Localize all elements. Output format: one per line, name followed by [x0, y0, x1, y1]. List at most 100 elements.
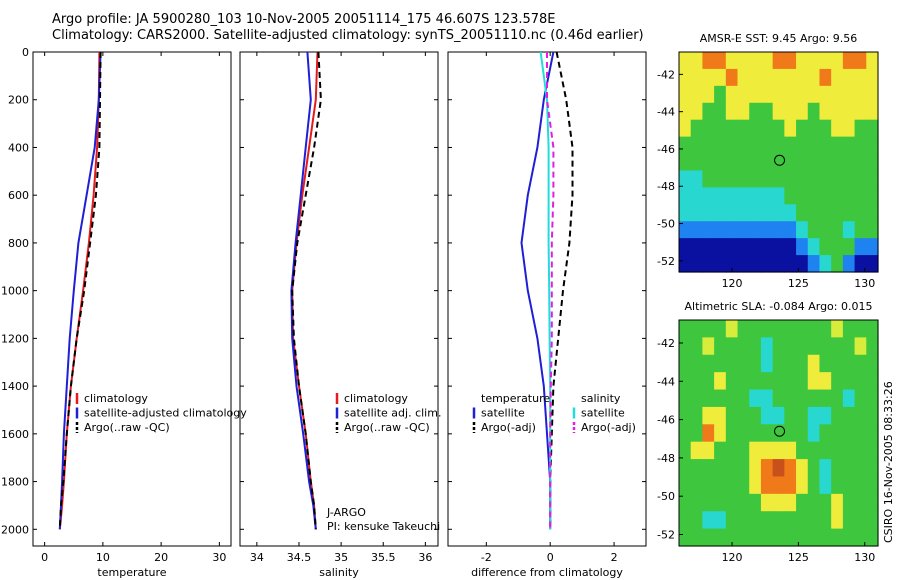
heatmap-cell: [714, 511, 727, 530]
legend-entry: satellite: [481, 407, 525, 420]
heatmap-cell: [772, 389, 785, 408]
heatmap-cell: [831, 528, 844, 547]
heatmap-cell: [784, 320, 797, 338]
heatmap-cell: [796, 85, 809, 104]
heatmap-cell: [842, 52, 856, 70]
heatmap-cell: [866, 187, 879, 205]
heatmap-cell: [702, 406, 715, 425]
heatmap-cell: [702, 372, 715, 391]
heatmap-cell: [854, 238, 867, 256]
heatmap-cell: [725, 85, 739, 104]
x-tick-label: 35: [334, 551, 348, 564]
heatmap-cell: [831, 320, 844, 338]
heatmap-cell: [784, 476, 797, 495]
heatmap-cell: [854, 424, 867, 443]
heatmap-cell: [796, 170, 809, 188]
heatmap-cell: [784, 153, 797, 172]
heatmap-cell: [784, 187, 797, 205]
heatmap-cell: [725, 119, 739, 138]
heatmap-cell: [679, 424, 692, 443]
heatmap-cell: [760, 320, 774, 338]
heatmap-cell: [725, 102, 739, 121]
heatmap-cell: [714, 68, 727, 87]
heatmap-cell: [702, 136, 715, 155]
heatmap-cell: [772, 221, 785, 239]
heatmap-cell: [760, 119, 774, 138]
heatmap-cell: [807, 255, 821, 273]
heatmap-cell: [831, 406, 844, 425]
heatmap-cell: [784, 221, 797, 239]
heatmap-cell: [737, 119, 750, 138]
y-tick-label: -52: [657, 255, 675, 268]
heatmap-cell: [749, 255, 762, 273]
heatmap-cell: [807, 119, 821, 138]
x-tick-label: 120: [722, 277, 743, 290]
heatmap-cell: [749, 528, 762, 547]
plot-frame: [32, 51, 232, 547]
heatmap-cell: [854, 85, 867, 104]
heatmap-cell: [690, 170, 704, 188]
heatmap-cell: [749, 354, 762, 373]
map-title: AMSR-E SST: 9.45 Argo: 9.56: [700, 32, 858, 45]
x-tick-label: 30: [212, 551, 226, 564]
heatmap-cell: [807, 528, 821, 547]
heatmap-cell: [714, 238, 727, 256]
heatmap-cell: [772, 102, 785, 121]
heatmap-cell: [737, 476, 750, 495]
series-line: [58, 52, 101, 530]
heatmap-cell: [819, 187, 832, 205]
heatmap-cell: [749, 459, 762, 478]
heatmap-cell: [749, 389, 762, 408]
heatmap-cell: [714, 337, 727, 356]
heatmap-cell: [702, 119, 715, 138]
heatmap-cell: [807, 153, 821, 172]
heatmap-cell: [842, 389, 856, 408]
heatmap-cell: [690, 389, 704, 408]
heatmap-cell: [702, 476, 715, 495]
heatmap-cell: [725, 52, 739, 70]
heatmap-cell: [737, 52, 750, 70]
heatmap-cell: [760, 102, 774, 121]
heatmap-cell: [866, 406, 879, 425]
y-tick-label: 1200: [1, 332, 29, 345]
heatmap-cell: [866, 170, 879, 188]
heatmap-cell: [760, 52, 774, 70]
heatmap-cell: [679, 354, 692, 373]
heatmap-cell: [737, 187, 750, 205]
heatmap-cell: [690, 406, 704, 425]
y-tick-label: -50: [657, 490, 675, 503]
salinity-legend: climatology satellite adj. clim.Argo(..ra…: [326, 392, 441, 533]
x-tick-label: 34: [250, 551, 264, 564]
heatmap-cell: [819, 153, 832, 172]
heatmap-cell: [819, 136, 832, 155]
figure-title-line2: Climatology: CARS2000. Satellite-adjuste…: [52, 28, 644, 43]
heatmap-cell: [819, 511, 832, 530]
heatmap-cell: [831, 255, 844, 273]
heatmap-cell: [749, 406, 762, 425]
heatmap-cell: [725, 493, 739, 512]
heatmap-cell: [842, 441, 856, 460]
heatmap-cell: [760, 424, 774, 443]
map-title: Altimetric SLA: -0.084 Argo: 0.015: [685, 300, 873, 313]
heatmap-cell: [807, 476, 821, 495]
heatmap-cell: [714, 441, 727, 460]
heatmap-cell: [737, 221, 750, 239]
heatmap-cell: [772, 337, 785, 356]
heatmap-cell: [796, 337, 809, 356]
heatmap-cell: [714, 255, 727, 273]
heatmap-cell: [725, 221, 739, 239]
series-line: [290, 52, 317, 530]
heatmap-cell: [690, 320, 704, 338]
heatmap-cell: [714, 136, 727, 155]
heatmap-cell: [690, 528, 704, 547]
heatmap-cell: [749, 85, 762, 104]
heatmap-cell: [690, 493, 704, 512]
heatmap-cell: [807, 320, 821, 338]
y-tick-label: 800: [8, 237, 29, 250]
heatmap-cell: [702, 187, 715, 205]
heatmap-cell: [702, 255, 715, 273]
heatmap-cell: [796, 68, 809, 87]
heatmap-cell: [796, 493, 809, 512]
x-tick-label: 125: [788, 277, 809, 290]
heatmap-cell: [831, 204, 844, 222]
